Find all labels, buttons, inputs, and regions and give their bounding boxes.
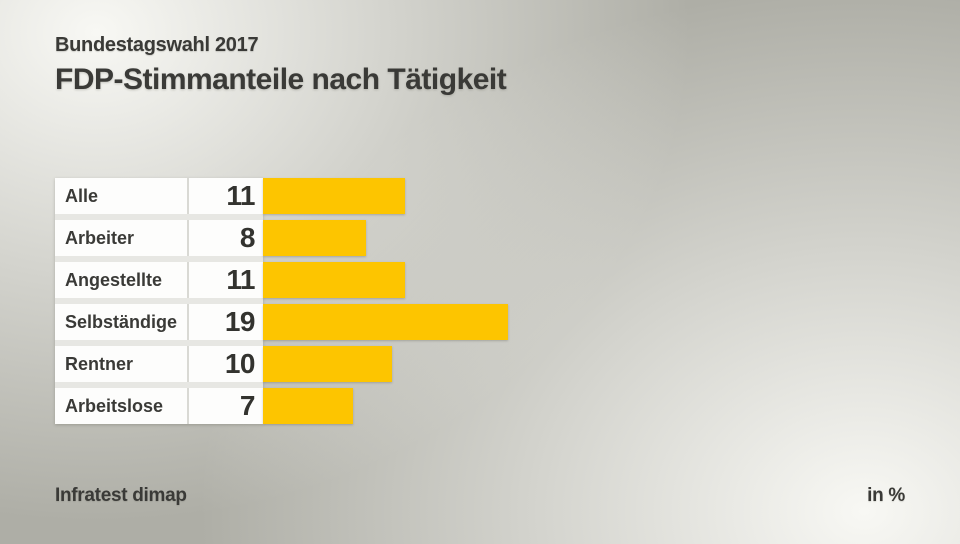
bar bbox=[263, 388, 353, 424]
bar bbox=[263, 262, 405, 298]
category-label: Selbständige bbox=[55, 304, 187, 340]
category-label: Arbeiter bbox=[55, 220, 187, 256]
table-row: Rentner 10 bbox=[55, 346, 508, 382]
table-row: Arbeiter 8 bbox=[55, 220, 508, 256]
value-label: 11 bbox=[189, 262, 263, 298]
unit-label: in % bbox=[867, 485, 905, 506]
table-row: Angestellte 11 bbox=[55, 262, 508, 298]
bar bbox=[263, 304, 508, 340]
table-row: Arbeitslose 7 bbox=[55, 388, 508, 424]
table-row: Selbständige 19 bbox=[55, 304, 508, 340]
source-label: Infratest dimap bbox=[55, 485, 187, 506]
category-label: Rentner bbox=[55, 346, 187, 382]
bar bbox=[263, 178, 405, 214]
value-label: 19 bbox=[189, 304, 263, 340]
value-label: 10 bbox=[189, 346, 263, 382]
bar bbox=[263, 220, 366, 256]
chart-header: Bundestagswahl 2017 FDP-Stimmanteile nac… bbox=[55, 34, 507, 97]
cell-divider bbox=[187, 346, 189, 382]
category-label: Alle bbox=[55, 178, 187, 214]
cell-divider bbox=[187, 178, 189, 214]
table-row: Alle 11 bbox=[55, 178, 508, 214]
cell-divider bbox=[187, 262, 189, 298]
value-label: 7 bbox=[189, 388, 263, 424]
value-label: 11 bbox=[189, 178, 263, 214]
cell-divider bbox=[187, 388, 189, 424]
chart-rows: Alle 11 Arbeiter 8 Angestellte 11 Selbständige… bbox=[55, 178, 508, 430]
category-label: Angestellte bbox=[55, 262, 187, 298]
chart-subtitle: Bundestagswahl 2017 bbox=[55, 34, 259, 56]
cell-divider bbox=[187, 220, 189, 256]
cell-divider bbox=[187, 304, 189, 340]
category-label: Arbeitslose bbox=[55, 388, 187, 424]
chart-footer: Infratest dimap in % bbox=[55, 485, 905, 507]
value-label: 8 bbox=[189, 220, 263, 256]
rows-backdrop bbox=[55, 178, 263, 424]
bar bbox=[263, 346, 392, 382]
chart-title: FDP-Stimmanteile nach Tätigkeit bbox=[55, 63, 507, 96]
